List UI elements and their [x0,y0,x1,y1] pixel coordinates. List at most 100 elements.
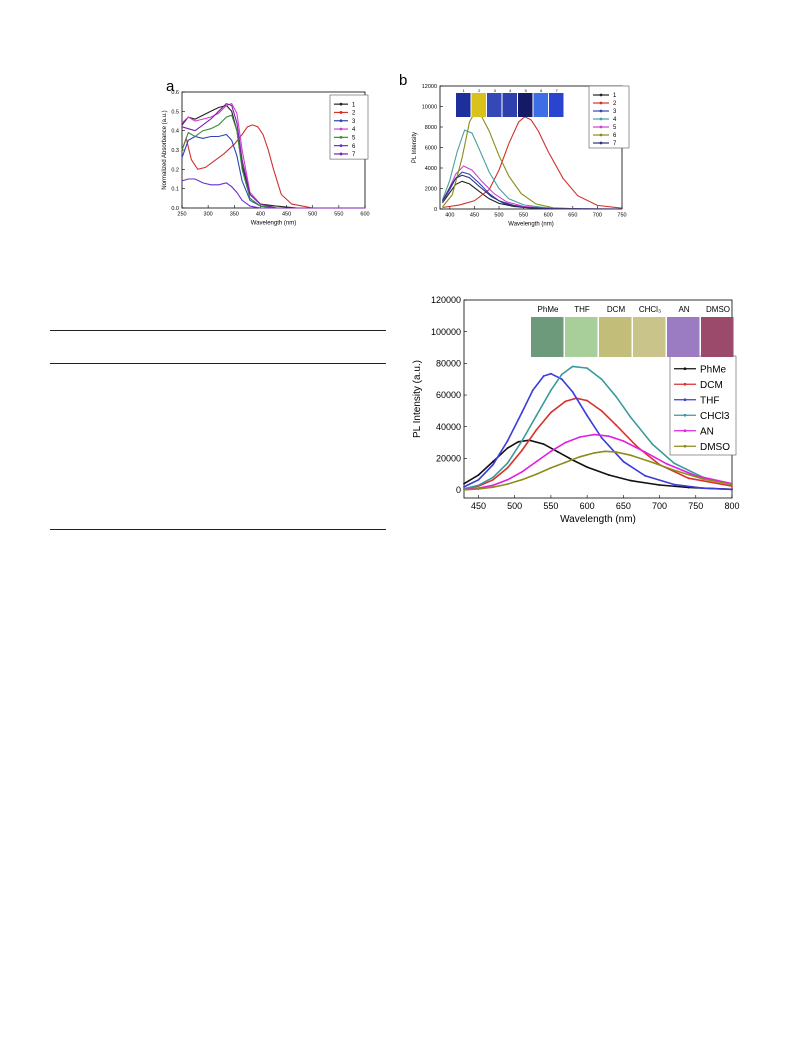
vial-label: 3 [494,88,497,93]
data-point [586,399,589,402]
panel-b-chart: 400 450 500 550 600 650 700 750 0 2000 4000 6000 800… [412,84,630,228]
data-point [651,443,654,446]
y-tick-label: 0.3 [171,148,179,154]
data-point [463,486,465,488]
x-tick-label: 500 [494,213,503,219]
solvent-label: DMSO [706,305,730,314]
data-point [651,461,654,464]
legend-marker [599,141,603,145]
legend-marker [683,398,687,402]
data-point [492,486,494,489]
vial-photo [456,93,471,117]
data-point [550,389,552,392]
x-tick-label: 300 [204,212,213,218]
vial-label: 7 [556,88,559,93]
legend-label: AN [700,426,714,437]
y-tick-label: 8000 [425,125,437,131]
vial-label: 5 [525,88,528,93]
legend-label: DCM [700,380,723,391]
y-tick-label: 0 [434,207,437,213]
legend-label: 6 [352,144,356,150]
data-point [477,474,480,476]
data-point [521,470,523,473]
panel-c-chart: 450 500 550 600 650 700 750 800 0 20000 40000 60000… [412,295,740,525]
solvent-label: AN [678,305,689,314]
x-tick-label: 700 [593,213,602,219]
legend-marker [683,367,687,371]
data-point [531,389,534,392]
data-point [463,482,465,485]
legend-marker [339,111,343,114]
x-axis-label: Wavelength (nm) [508,222,553,228]
legend-label: 4 [613,117,617,123]
y-tick-label: 0.4 [171,129,179,135]
data-point [477,478,480,481]
table-bottom-rule [50,529,386,530]
solvent-label: DCM [607,305,626,314]
vial-photo [487,93,502,117]
solvent-vial-photo [565,317,598,357]
vial-label: 6 [540,88,543,93]
data-point [644,451,646,453]
x-tick-label: 600 [360,212,369,218]
data-point [535,428,538,431]
legend-label: 2 [613,101,617,107]
data-point [593,451,596,454]
data-point [506,447,509,450]
legend-label: 2 [352,111,356,117]
y-tick-label: 0 [456,485,461,495]
data-point [506,462,509,465]
panel-b-letter: b [399,72,408,89]
legend-label: 6 [613,133,617,139]
x-tick-label: 700 [652,501,667,511]
data-point [586,466,589,469]
vial-label: 4 [509,88,512,93]
data-point [658,484,661,486]
x-tick-label: 250 [177,212,186,218]
data-point [542,375,545,377]
y-axis-label: Normalized Absorbance (a.u.) [162,110,168,189]
data-point [557,451,560,453]
data-point [550,450,552,453]
x-axis-label: Wavelength (nm) [560,514,636,525]
data-point [506,483,509,485]
data-point [521,411,523,414]
legend-marker [339,127,343,131]
y-tick-label: 10000 [422,104,437,110]
data-point [600,436,603,439]
data-point [506,467,509,469]
x-tick-label: 450 [282,212,291,218]
data-point [571,365,574,368]
legend-label: CHCl3 [700,411,730,422]
data-point [607,474,610,476]
series-line-7 [181,102,365,209]
x-tick-label: 600 [580,501,595,511]
data-point [550,411,552,414]
data-point [665,463,668,465]
data-point [622,440,625,442]
legend-marker [339,102,343,106]
solvent-label: CHCl₃ [639,305,661,314]
y-tick-label: 4000 [425,166,437,172]
data-point [521,449,523,452]
data-point [506,440,509,442]
y-tick-label: 6000 [425,145,437,151]
data-point [586,367,589,370]
x-tick-label: 400 [256,212,265,218]
data-point [521,478,523,481]
data-point [600,409,603,412]
x-tick-label: 500 [308,212,317,218]
y-tick-label: 20000 [436,454,461,464]
legend-marker [599,101,603,105]
vial-label: 2 [478,88,481,93]
data-point [560,373,563,376]
x-tick-label: 400 [445,213,454,219]
data-point [644,474,646,477]
y-tick-label: 2000 [425,186,437,192]
legend-label: 1 [613,93,617,99]
data-point [629,416,632,419]
x-tick-label: 500 [507,501,522,511]
table-header-rule [50,363,386,364]
data-point [492,484,494,487]
x-tick-label: 750 [617,213,626,219]
